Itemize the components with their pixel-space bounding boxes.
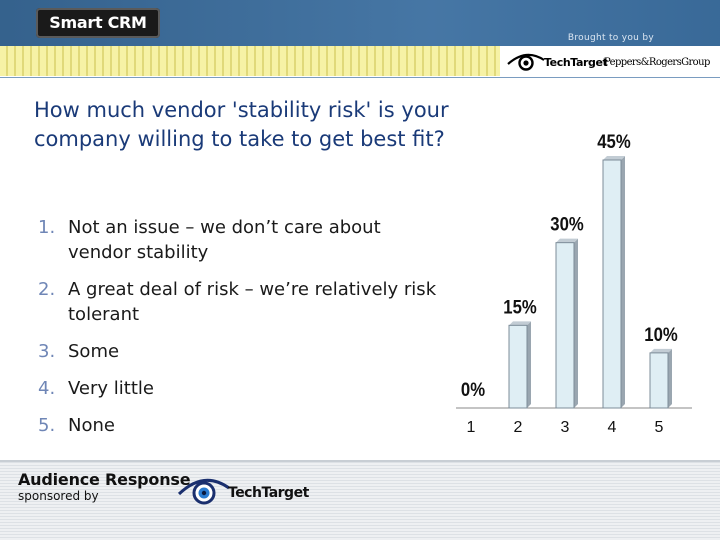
answer-option-3: 3. Some	[38, 339, 438, 364]
bar-top-4	[603, 156, 625, 160]
sponsor-logo-strip	[500, 46, 720, 76]
option-text: Not an issue – we don’t care about vendo…	[68, 217, 381, 263]
audience-response-title: Audience Response	[18, 470, 191, 489]
peppers-rogers-logo-text: Peppers&RogersGroup	[604, 57, 710, 68]
techtarget-eye-icon	[177, 478, 230, 505]
x-tick-label-5: 5	[655, 419, 664, 436]
results-bar-chart: 0% 1 15% 2 30% 3 45% 4 10% 5	[430, 100, 720, 460]
bar-top-3	[556, 238, 578, 243]
answer-options: 1. Not an issue – we don’t care about ve…	[38, 215, 438, 450]
answer-option-2: 2. A great deal of risk – we’re relative…	[38, 277, 438, 327]
option-text: None	[68, 415, 115, 436]
option-text: A great deal of risk – we’re relatively …	[68, 279, 437, 325]
techtarget-eye-icon	[507, 53, 545, 71]
data-label-4: 45%	[597, 131, 631, 152]
data-label-2: 15%	[503, 296, 537, 317]
option-number: 3.	[38, 341, 56, 362]
bar-top-2	[509, 321, 531, 326]
bar-side-5	[668, 348, 672, 408]
bar-5	[649, 352, 669, 409]
x-tick-label-4: 4	[608, 419, 617, 436]
option-text: Very little	[68, 378, 154, 399]
footer-divider	[0, 460, 720, 462]
option-text: Some	[68, 341, 120, 362]
x-tick-label-1: 1	[467, 419, 476, 436]
poll-question: How much vendor 'stability risk' is your…	[34, 98, 449, 151]
answer-option-5: 5. None	[38, 413, 438, 438]
bar-4	[602, 159, 622, 409]
footer-techtarget-text: TechTarget	[228, 485, 309, 501]
sponsored-by-label: sponsored by	[18, 489, 99, 503]
option-number: 4.	[38, 378, 56, 399]
bar-side-3	[574, 238, 578, 408]
bar-3	[555, 242, 575, 409]
answer-option-1: 1. Not an issue – we don’t care about ve…	[38, 215, 438, 265]
x-tick-label-2: 2	[514, 419, 523, 436]
app-title: Smart CRM	[49, 13, 147, 32]
techtarget-logo-text: TechTarget	[544, 56, 608, 69]
option-number: 5.	[38, 415, 56, 436]
data-label-5: 10%	[644, 324, 678, 345]
bar-top-5	[650, 348, 672, 353]
header-divider	[0, 77, 720, 78]
x-tick-label-3: 3	[561, 419, 570, 436]
answer-option-4: 4. Very little	[38, 376, 438, 401]
brought-to-you-by: Brought to you by	[567, 33, 654, 43]
bar-side-4	[621, 156, 625, 408]
chart-canvas: 0% 1 15% 2 30% 3 45% 4 10% 5	[456, 131, 692, 436]
bar-side-2	[527, 321, 531, 408]
bar-2	[508, 324, 528, 409]
app-badge: Smart CRM	[36, 8, 160, 38]
option-number: 1.	[38, 217, 56, 238]
option-number: 2.	[38, 279, 56, 300]
footer-band	[0, 460, 720, 540]
data-label-1: 0%	[461, 379, 485, 400]
data-label-3: 30%	[550, 214, 584, 235]
